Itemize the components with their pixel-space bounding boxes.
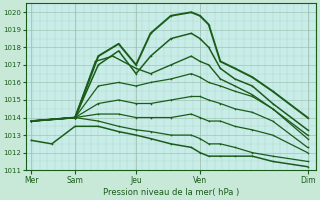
X-axis label: Pression niveau de la mer( hPa ): Pression niveau de la mer( hPa ) [103, 188, 239, 197]
